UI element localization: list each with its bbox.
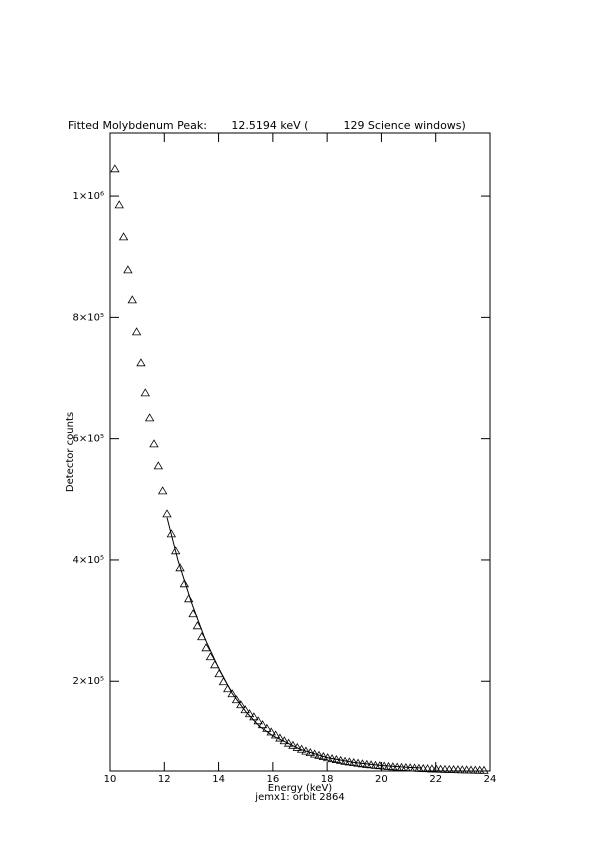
data-point <box>136 358 146 367</box>
x-tick-label: 16 <box>266 774 279 785</box>
data-point <box>227 689 237 698</box>
y-tick-label: 1×10⁶ <box>73 191 104 202</box>
data-point <box>123 265 133 274</box>
data-point <box>309 749 320 758</box>
data-point <box>166 529 177 538</box>
data-point <box>270 730 281 739</box>
x-tick-label: 14 <box>212 774 225 785</box>
x-tick-label: 24 <box>484 774 497 785</box>
x-tick-label: 20 <box>375 774 388 785</box>
data-point <box>157 486 168 495</box>
x-axis-label: Energy (keV) <box>268 783 333 794</box>
data-point <box>253 716 263 725</box>
data-point <box>127 295 137 304</box>
x-tick-label: 10 <box>104 774 117 785</box>
x-tick-label: 22 <box>429 774 442 785</box>
x-tick-label: 18 <box>321 774 334 785</box>
data-point <box>144 413 155 422</box>
fit-line <box>166 517 423 769</box>
y-tick-label: 2×10⁵ <box>73 676 104 687</box>
data-point <box>479 765 489 774</box>
subtitle: jemx1: orbit 2864 <box>254 792 344 803</box>
data-point <box>140 388 150 397</box>
data-point <box>205 652 216 661</box>
data-point <box>118 232 129 241</box>
data-point <box>153 461 164 470</box>
data-point <box>110 164 120 173</box>
data-point <box>275 733 285 742</box>
plot-frame <box>109 132 491 772</box>
data-point <box>162 509 172 518</box>
chart-title: Fitted Molybdenum Peak: 12.5194 keV ( 12… <box>68 119 466 132</box>
data-point <box>114 200 124 209</box>
data-point <box>257 720 268 729</box>
data-point <box>231 695 242 704</box>
data-point <box>131 327 142 336</box>
y-tick-label: 6×10⁵ <box>73 434 104 445</box>
y-tick-label: 8×10⁵ <box>73 312 104 323</box>
data-point <box>192 621 203 630</box>
data-point <box>179 579 190 588</box>
data-point <box>240 705 250 714</box>
data-point <box>236 700 246 709</box>
data-point <box>149 439 159 448</box>
data-point <box>184 594 194 603</box>
data-point <box>170 546 181 555</box>
data-point <box>175 563 185 572</box>
y-tick-label: 4×10⁵ <box>73 555 104 566</box>
data-point <box>201 643 211 652</box>
x-tick-label: 12 <box>158 774 171 785</box>
y-axis-label: Detector counts <box>65 412 76 492</box>
